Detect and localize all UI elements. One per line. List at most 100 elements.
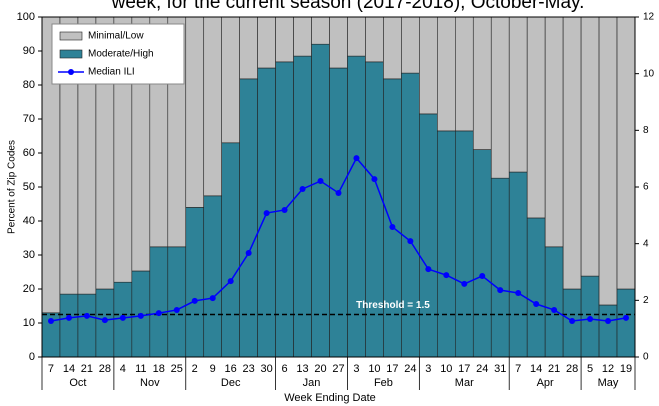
x-tick-label: 7 bbox=[515, 363, 521, 375]
x-tick-label: 24 bbox=[404, 363, 416, 375]
line-point bbox=[119, 314, 126, 321]
threshold-label: Threshold = 1.5 bbox=[356, 300, 430, 311]
bar-segment bbox=[419, 113, 438, 358]
group-label: Dec bbox=[221, 377, 241, 389]
group-label: Jan bbox=[303, 377, 321, 389]
legend: Minimal/Low Moderate/High Median ILI bbox=[51, 23, 185, 85]
x-tick-label: 18 bbox=[153, 363, 165, 375]
y-tick-label: 40 bbox=[23, 215, 35, 227]
bar-segment bbox=[293, 16, 312, 57]
bar-segment bbox=[383, 78, 402, 358]
line-point bbox=[461, 280, 468, 287]
bar-segment bbox=[383, 16, 402, 80]
line-point bbox=[497, 287, 504, 294]
line-point bbox=[101, 317, 108, 324]
line-point bbox=[317, 178, 324, 185]
bar-segment bbox=[365, 16, 384, 63]
bar-segment bbox=[203, 195, 222, 358]
bar-segment bbox=[59, 293, 79, 358]
bar-segment bbox=[185, 207, 205, 358]
x-tick-label: 17 bbox=[458, 363, 470, 375]
line-point bbox=[47, 318, 54, 325]
legend-label: Minimal/Low bbox=[88, 31, 144, 42]
group-label: Nov bbox=[140, 377, 160, 389]
line-point bbox=[479, 272, 486, 279]
x-tick-label: 20 bbox=[314, 363, 326, 375]
bar-segment bbox=[365, 61, 384, 358]
x-tick-label: 24 bbox=[476, 363, 488, 375]
legend-label: Median ILI bbox=[88, 67, 135, 78]
y-tick-label: 30 bbox=[23, 249, 35, 261]
bar-segment bbox=[455, 16, 474, 132]
line-point bbox=[281, 206, 288, 213]
bar-segment bbox=[185, 16, 205, 208]
bar-segment bbox=[347, 16, 366, 57]
line-point bbox=[173, 306, 180, 313]
x-tick-label: 3 bbox=[353, 363, 359, 375]
bar-segment bbox=[221, 142, 240, 358]
x-tick-label: 13 bbox=[296, 363, 308, 375]
bar-segment bbox=[616, 288, 636, 358]
y2-tick-label: 4 bbox=[643, 238, 649, 249]
bar-segment bbox=[544, 246, 564, 358]
y-tick-label: 60 bbox=[23, 147, 35, 159]
line-point bbox=[227, 278, 234, 285]
bar-segment bbox=[544, 16, 564, 248]
line-point bbox=[389, 223, 396, 230]
line-point bbox=[623, 314, 630, 321]
line-point bbox=[569, 318, 576, 325]
x-tick-label: 14 bbox=[530, 363, 542, 375]
line-point bbox=[155, 310, 162, 317]
bar-segment bbox=[239, 78, 258, 358]
bar-segment bbox=[401, 16, 420, 74]
bar-segment bbox=[311, 16, 330, 45]
group-label: Feb bbox=[374, 377, 393, 389]
group-label: May bbox=[598, 377, 619, 389]
x-tick-label: 6 bbox=[282, 363, 288, 375]
line-point bbox=[605, 318, 612, 325]
line-point bbox=[263, 210, 270, 217]
x-tick-label: 17 bbox=[386, 363, 398, 375]
bar-segment bbox=[329, 16, 348, 69]
x-tick-label: 31 bbox=[494, 363, 506, 375]
x-tick-label: 19 bbox=[620, 363, 632, 375]
bar-segment bbox=[275, 16, 294, 63]
line-point bbox=[83, 312, 90, 319]
bar-segment bbox=[437, 16, 456, 132]
y2-tick-label: 12 bbox=[643, 12, 655, 23]
x-tick-label: 16 bbox=[225, 363, 237, 375]
bar-segment bbox=[437, 130, 456, 358]
y-axis-label: Percent of Zip Codes bbox=[7, 140, 18, 234]
line-point bbox=[65, 314, 72, 321]
x-tick-label: 10 bbox=[368, 363, 380, 375]
line-point bbox=[209, 295, 216, 302]
bar-segment bbox=[311, 43, 330, 358]
group-label: Apr bbox=[537, 377, 554, 389]
line-point bbox=[515, 289, 522, 296]
x-tick-label: 9 bbox=[210, 363, 216, 375]
x-tick-label: 14 bbox=[63, 363, 75, 375]
bar-segment bbox=[490, 16, 510, 179]
y-tick-label: 100 bbox=[17, 11, 35, 23]
bar-segment bbox=[562, 16, 582, 290]
y-tick-label: 10 bbox=[23, 317, 35, 329]
legend-label: Moderate/High bbox=[88, 49, 154, 60]
line-point bbox=[299, 185, 306, 192]
line-point bbox=[245, 250, 252, 257]
x-tick-label: 21 bbox=[548, 363, 560, 375]
y-tick-label: 50 bbox=[23, 181, 35, 193]
y-tick-label: 0 bbox=[29, 351, 35, 363]
group-label: Mar bbox=[455, 377, 474, 389]
y-tick-label: 80 bbox=[23, 79, 35, 91]
group-label: Oct bbox=[69, 377, 86, 389]
legend-swatch bbox=[59, 49, 83, 59]
bar-segment bbox=[508, 16, 528, 173]
x-tick-label: 7 bbox=[48, 363, 54, 375]
x-tick-label: 11 bbox=[135, 363, 146, 375]
y2-tick-label: 2 bbox=[643, 295, 649, 306]
line-point bbox=[443, 272, 450, 279]
bar-segment bbox=[598, 16, 618, 306]
x-tick-label: 21 bbox=[81, 363, 93, 375]
x-tick-label: 28 bbox=[566, 363, 578, 375]
y2-tick-label: 10 bbox=[643, 68, 655, 79]
